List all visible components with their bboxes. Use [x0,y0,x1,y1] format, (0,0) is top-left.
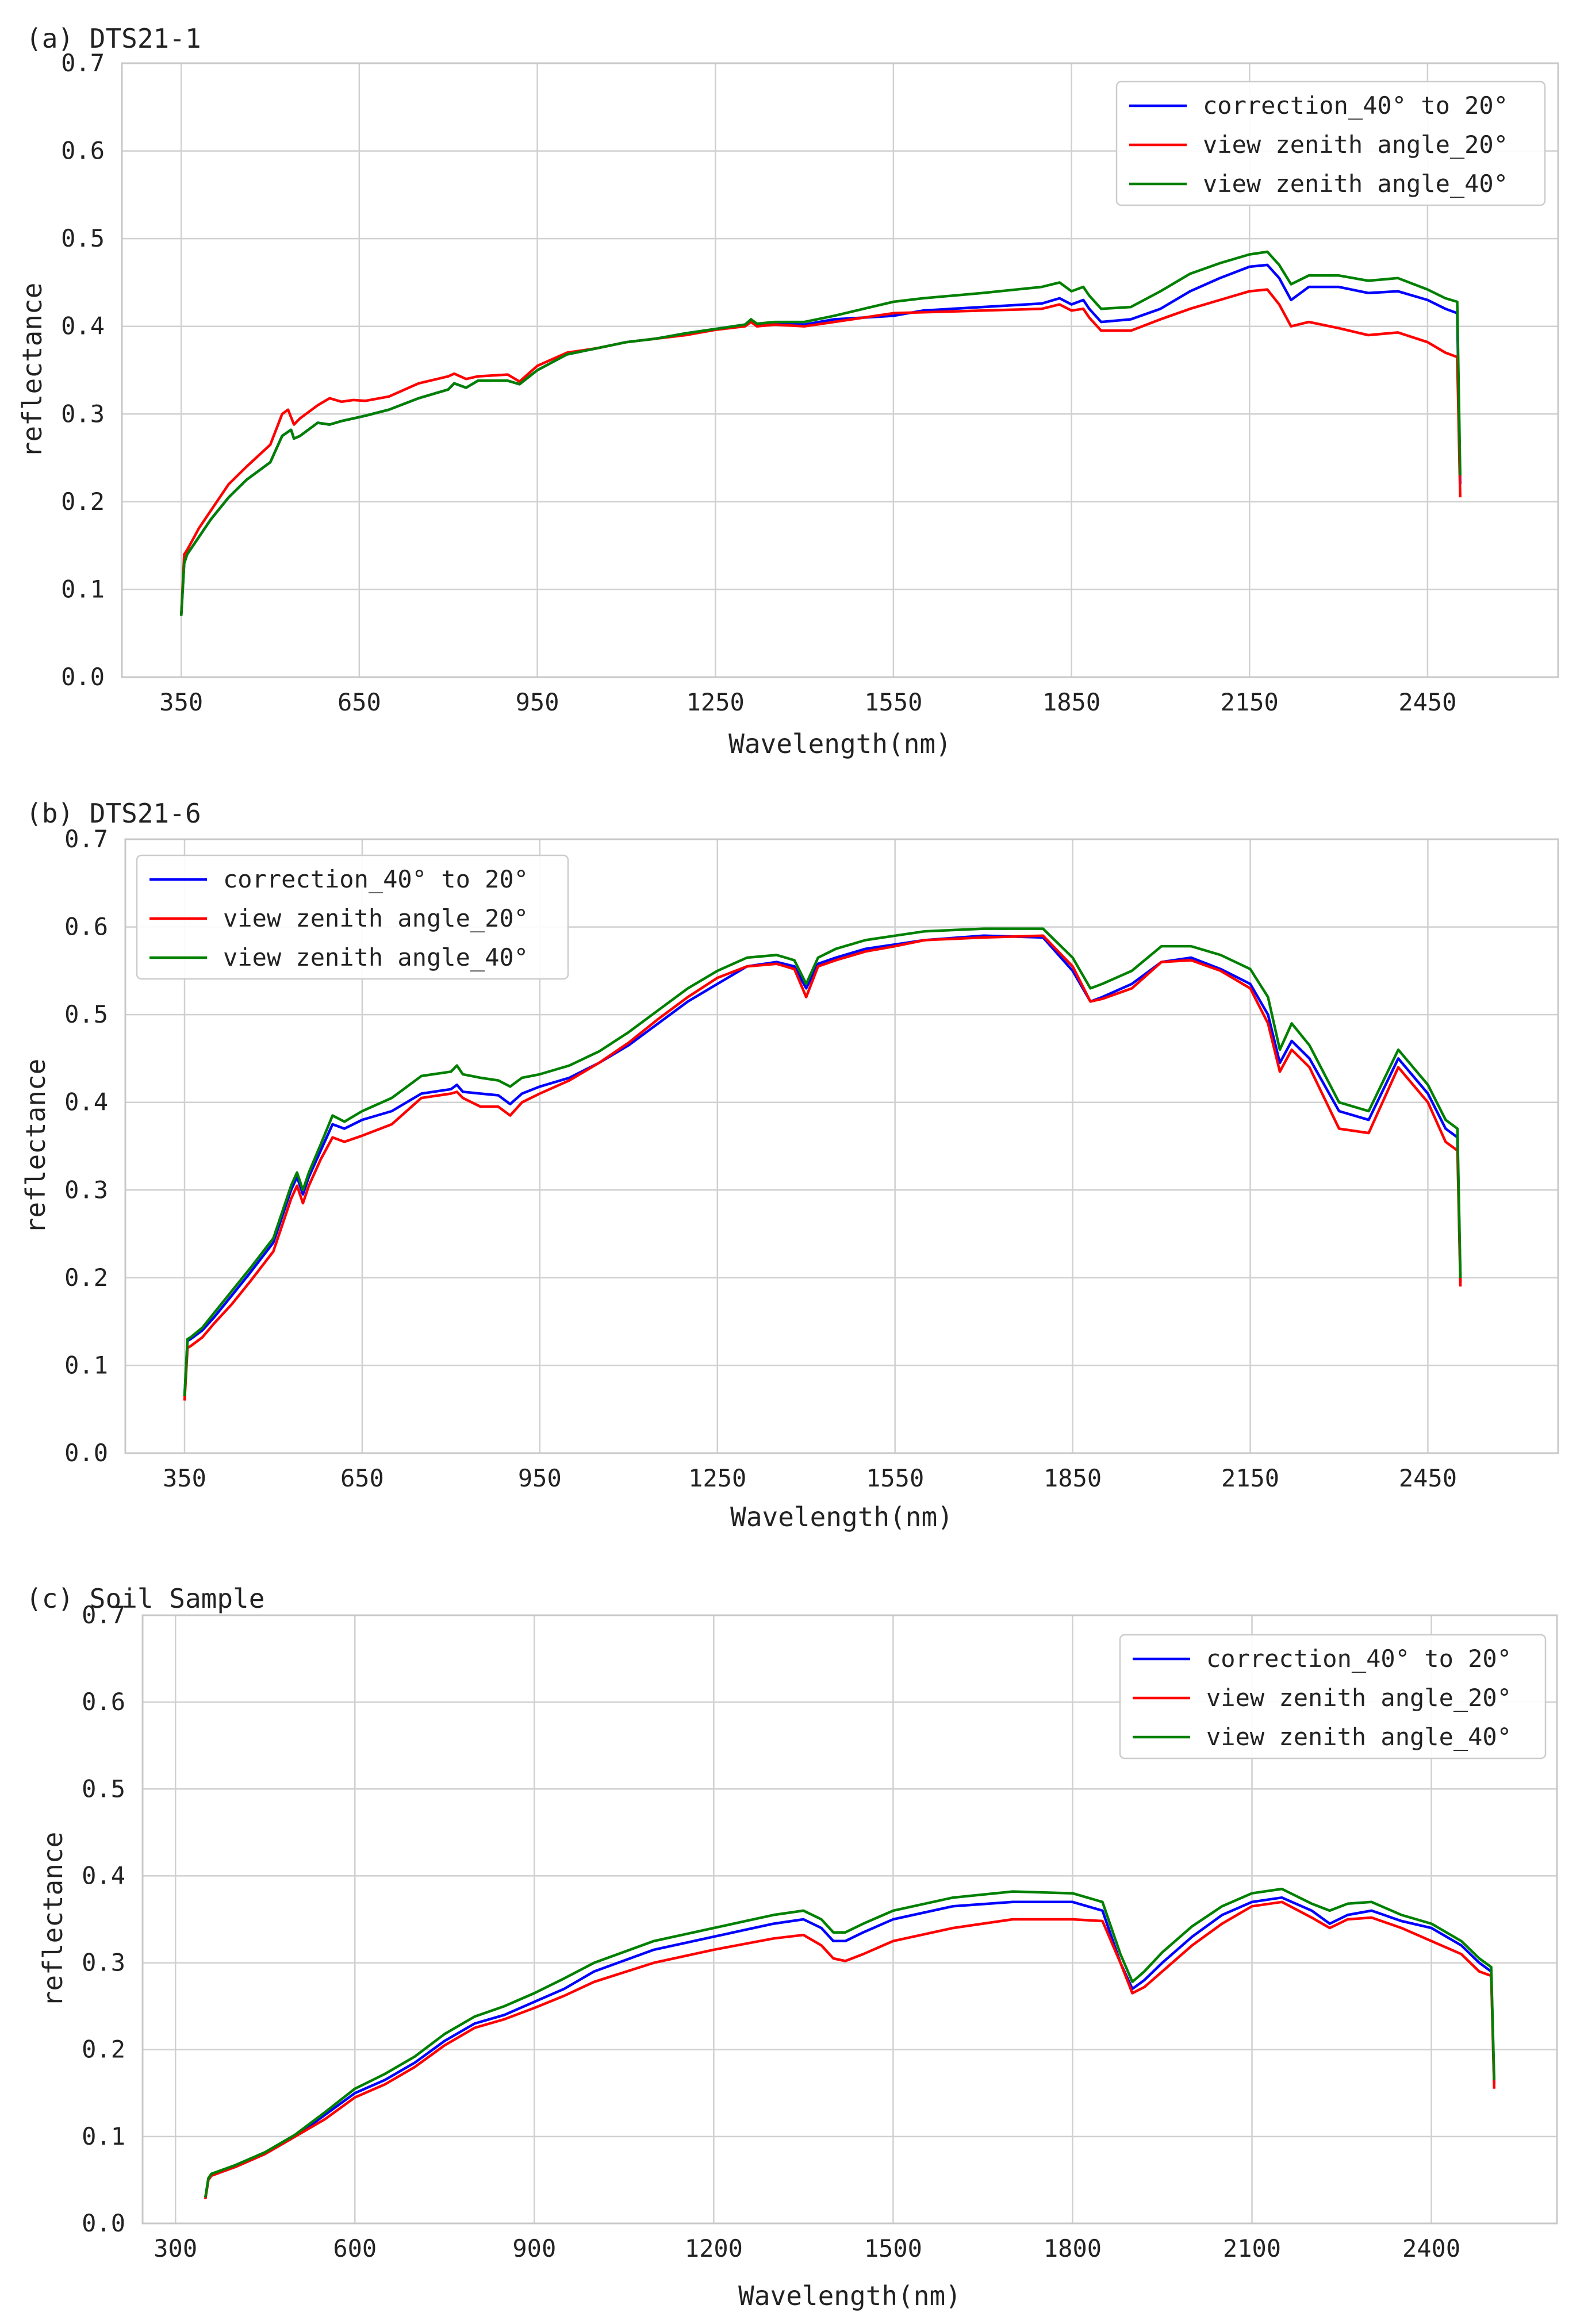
y-tick-label: 0.1 [64,1351,108,1379]
x-tick-label: 350 [159,688,203,716]
series-line-view-40 [183,927,1462,1396]
series-line-view-40 [204,1887,1496,2198]
x-axis-label: Wavelength(nm) [738,2280,961,2311]
x-tick-label: 350 [163,1464,206,1492]
y-tick-label: 0.4 [82,1861,125,1889]
y-tick-label: 0.1 [82,2122,125,2150]
x-tick-label: 1250 [688,1464,746,1492]
chart-panel-c: (c) Soil Sample 0.0 0.1 0.2 0.3 0.4 0.5 0.6 0.7… [0,1552,1584,2324]
chart-b: 0.0 0.1 0.2 0.3 0.4 0.5 0.6 0.7 350 650 950 1250 155… [20,825,1559,1532]
series-line-view-20 [179,288,1462,616]
legend-entry: correction_40° to 20° [223,865,528,893]
y-axis-label: reflectance [20,1059,51,1234]
legend-entry: view zenith angle_40° [1206,1723,1512,1751]
y-tick-label: 0.4 [61,312,105,340]
y-tick-label: 0.6 [64,913,108,941]
chart-panel-b: (b) DTS21-6 0.0 0.1 0.2 0.3 0.4 0.5 0.6 0.7 350 6… [0,770,1584,1541]
y-tick-label: 0.6 [61,137,105,165]
y-tick-label: 0.1 [61,575,105,603]
legend-entry: view zenith angle_20° [1206,1684,1512,1712]
chart-a-title: (a) DTS21-1 [26,23,201,54]
legend-box [136,854,569,980]
y-tick-label: 0.2 [61,487,105,516]
legend-box [1115,80,1546,206]
chart-panel-a: (a) DTS21-1 0.0 0.1 0.2 0.3 0.4 0.5 0.6 0.7 350 6… [0,0,1584,765]
x-tick-label: 1500 [864,2234,922,2262]
legend-entry: correction_40° to 20° [1206,1645,1512,1673]
y-tick-label: 0.2 [64,1263,108,1292]
y-tick-label: 0.4 [64,1088,108,1116]
x-tick-label: 2150 [1221,688,1279,716]
series-line-view-20 [204,1900,1496,2200]
legend-box [1119,1634,1547,1760]
x-tick-label: 950 [518,1464,562,1492]
y-tick-label: 0.5 [64,1000,108,1028]
series-line-view-40 [179,250,1462,616]
x-tick-label: 900 [512,2234,556,2262]
y-tick-label: 0.7 [61,49,105,77]
chart-b-title: (b) DTS21-6 [26,798,201,829]
y-tick-label: 0.3 [64,1176,108,1204]
y-tick-label: 0.3 [61,400,105,428]
y-axis-label: reflectance [17,283,48,458]
x-tick-label: 2450 [1399,1464,1457,1492]
x-tick-label: 300 [154,2234,197,2262]
series-line-correction [204,1896,1496,2198]
legend-entry: view zenith angle_20° [1203,130,1508,159]
x-tick-label: 650 [340,1464,384,1492]
chart-a: 0.0 0.1 0.2 0.3 0.4 0.5 0.6 0.7 350 650 950 1250 155… [17,49,1559,759]
x-tick-label: 2150 [1221,1464,1279,1492]
x-tick-label: 1550 [864,688,922,716]
plot-frame [121,62,1559,678]
x-tick-label: 2100 [1223,2234,1281,2262]
x-tick-label: 650 [337,688,381,716]
x-tick-label: 1250 [686,688,745,716]
legend-entry: view zenith angle_40° [223,943,528,971]
legend-entry: view zenith angle_40° [1203,170,1508,198]
x-axis-label: Wavelength(nm) [728,728,952,759]
plot-frame [124,838,1559,1454]
chart-c-title: (c) Soil Sample [26,1583,265,1614]
series-line-correction [183,934,1462,1396]
y-tick-label: 0.0 [61,663,105,691]
y-tick-label: 0.7 [82,1601,125,1629]
plot-frame [141,1614,1558,2225]
x-tick-label: 2400 [1402,2234,1460,2262]
y-tick-label: 0.0 [82,2209,125,2237]
legend-entry: view zenith angle_20° [223,904,528,932]
series-line-view-20 [183,934,1462,1401]
x-tick-label: 1850 [1042,688,1100,716]
y-tick-label: 0.0 [64,1439,108,1467]
y-tick-label: 0.5 [61,224,105,252]
y-tick-label: 0.6 [82,1688,125,1716]
x-tick-label: 1850 [1044,1464,1102,1492]
y-axis-label: reflectance [37,1832,68,2007]
y-tick-label: 0.7 [64,825,108,853]
x-tick-label: 1200 [685,2234,743,2262]
x-tick-label: 950 [516,688,559,716]
y-tick-label: 0.5 [82,1774,125,1803]
x-tick-label: 2450 [1398,688,1456,716]
x-tick-label: 1800 [1044,2234,1102,2262]
y-tick-label: 0.2 [82,2035,125,2064]
legend-entry: correction_40° to 20° [1203,91,1508,120]
chart-c: 0.0 0.1 0.2 0.3 0.4 0.5 0.6 0.7 300 600 900 1200 150… [37,1601,1558,2311]
y-tick-label: 0.3 [82,1949,125,1977]
x-tick-label: 600 [333,2234,377,2262]
x-axis-label: Wavelength(nm) [730,1501,953,1532]
x-tick-label: 1550 [866,1464,924,1492]
